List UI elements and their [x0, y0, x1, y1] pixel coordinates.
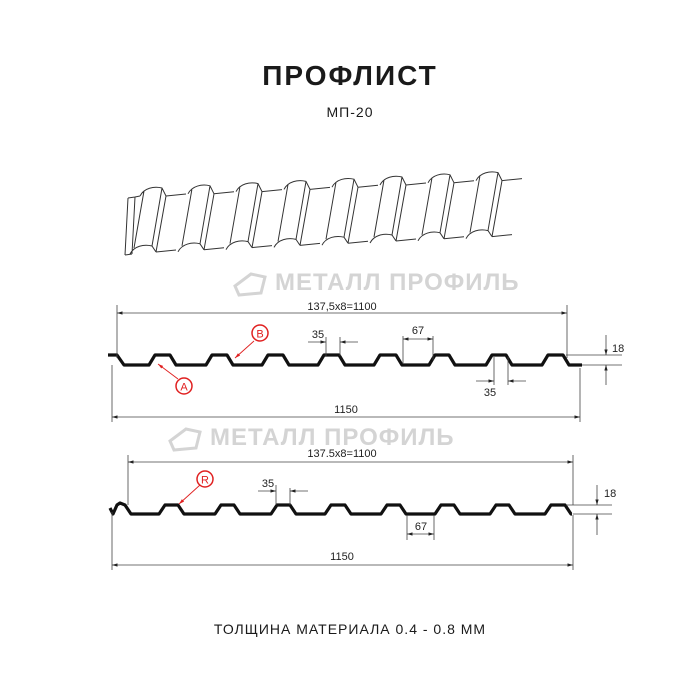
- height-label-2: 18: [604, 488, 616, 500]
- profile-2: 137.5x8=1100 1150 35 67 18 R: [108, 448, 616, 570]
- sheet-corrugation-lines: [124, 171, 523, 256]
- svg-text:A: A: [180, 382, 188, 394]
- svg-text:B: B: [256, 329, 263, 341]
- marker-a: A: [157, 363, 193, 395]
- page-title: ПРОФЛИСТ: [262, 60, 438, 91]
- pitch-label-2: 137.5x8=1100: [307, 448, 376, 460]
- gap-label-1: 67: [412, 325, 424, 337]
- material-thickness-note: ТОЛЩИНА МАТЕРИАЛА 0.4 - 0.8 ММ: [213, 621, 487, 637]
- svg-text:МЕТАЛЛ ПРОФИЛЬ: МЕТАЛЛ ПРОФИЛЬ: [210, 424, 455, 451]
- profile-1-outline: [108, 353, 582, 367]
- watermark-1: МЕТАЛЛ ПРОФИЛЬ: [233, 269, 520, 297]
- svg-text:МЕТАЛЛ ПРОФИЛЬ: МЕТАЛЛ ПРОФИЛЬ: [275, 269, 520, 296]
- profile-2-outline: [108, 501, 573, 516]
- gap-label-2: 67: [415, 521, 427, 533]
- top-width-label-1: 35: [312, 329, 324, 341]
- profile-1: 137,5x8=1100 1150 35 67 35 18 B A: [108, 301, 624, 422]
- pitch-label-1: 137,5x8=1100: [307, 301, 376, 313]
- width-label-1: 1150: [334, 404, 358, 416]
- sheet-perspective-sketch: [124, 171, 523, 256]
- svg-text:R: R: [201, 475, 209, 487]
- marker-b: B: [234, 324, 269, 359]
- page-subtitle: МП-20: [326, 104, 374, 120]
- marker-r: R: [178, 470, 214, 505]
- top-width-label-2: 35: [262, 478, 274, 490]
- bottom-width-label-1: 35: [484, 387, 496, 399]
- width-label-2: 1150: [330, 551, 354, 563]
- watermark-2: МЕТАЛЛ ПРОФИЛЬ: [168, 424, 455, 452]
- height-label-1: 18: [612, 343, 624, 355]
